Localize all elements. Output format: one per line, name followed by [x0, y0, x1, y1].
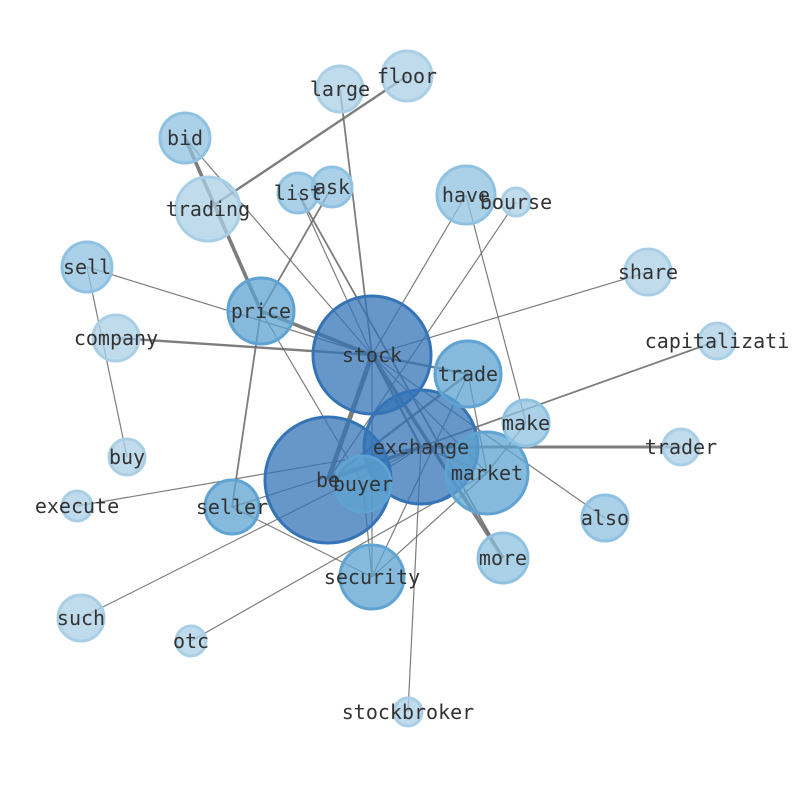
- node-label: more: [479, 546, 527, 570]
- node-label: share: [618, 260, 678, 284]
- node-label: stockbroker: [342, 700, 474, 724]
- node-label: company: [74, 326, 158, 350]
- node-price[interactable]: [226, 276, 296, 346]
- node-label: floor: [377, 64, 437, 88]
- node-label: price: [231, 299, 291, 323]
- node-circle: [476, 531, 530, 585]
- node-such[interactable]: [56, 593, 106, 643]
- node-label: buyer: [333, 472, 393, 496]
- node-label: bid: [167, 126, 203, 150]
- node-capitalizati[interactable]: [697, 321, 737, 361]
- node-label: buy: [109, 445, 145, 469]
- node-label: large: [310, 77, 370, 101]
- node-large[interactable]: [315, 64, 365, 114]
- node-circle: [60, 489, 94, 523]
- node-circle: [174, 175, 242, 243]
- node-label: be: [316, 468, 340, 492]
- node-company[interactable]: [91, 313, 141, 363]
- node-label: trader: [645, 435, 717, 459]
- node-circle: [392, 696, 424, 728]
- node-circle: [697, 321, 737, 361]
- node-ask[interactable]: [310, 165, 354, 209]
- node-label: capitalizati: [645, 329, 790, 353]
- node-circle: [501, 398, 551, 448]
- node-label: bourse: [480, 190, 552, 214]
- node-label: list: [274, 181, 322, 205]
- node-circle: [203, 478, 261, 536]
- node-label: trade: [438, 362, 498, 386]
- node-circle: [333, 454, 393, 514]
- node-circle: [60, 240, 114, 294]
- node-circle: [338, 543, 406, 611]
- node-label: sell: [63, 255, 111, 279]
- node-label: also: [581, 506, 629, 530]
- node-circle: [158, 111, 212, 165]
- node-circle: [107, 437, 147, 477]
- edge-trading-floor: [207, 75, 408, 210]
- node-circle: [315, 64, 365, 114]
- node-bid[interactable]: [158, 111, 212, 165]
- node-stock[interactable]: [311, 294, 433, 416]
- node-circle: [433, 339, 503, 409]
- node-circle: [311, 294, 433, 416]
- node-otc[interactable]: [174, 624, 208, 658]
- node-floor[interactable]: [380, 49, 434, 103]
- node-label: market: [451, 461, 523, 485]
- node-label: such: [57, 606, 105, 630]
- node-sell[interactable]: [60, 240, 114, 294]
- node-label: ask: [314, 175, 350, 199]
- node-label: otc: [173, 629, 209, 653]
- node-label: security: [324, 565, 420, 589]
- node-label: trading: [166, 197, 250, 221]
- edge-buy-sell: [86, 266, 128, 458]
- node-make[interactable]: [501, 398, 551, 448]
- node-circle: [174, 624, 208, 658]
- node-circle: [435, 164, 497, 226]
- node-circle: [500, 186, 532, 218]
- node-circle: [623, 247, 673, 297]
- node-circle: [661, 427, 701, 467]
- node-label: exchange: [373, 435, 469, 459]
- node-circle: [444, 430, 530, 516]
- node-market[interactable]: [444, 430, 530, 516]
- node-circle: [91, 313, 141, 363]
- node-circle: [226, 276, 296, 346]
- node-execute[interactable]: [60, 489, 94, 523]
- node-seller[interactable]: [203, 478, 261, 536]
- node-also[interactable]: [580, 493, 630, 543]
- node-have[interactable]: [435, 164, 497, 226]
- node-circle: [310, 165, 354, 209]
- node-buy[interactable]: [107, 437, 147, 477]
- node-more[interactable]: [476, 531, 530, 585]
- edge-have-make: [465, 194, 527, 424]
- node-trade[interactable]: [433, 339, 503, 409]
- node-label: stock: [342, 343, 402, 367]
- node-label: make: [502, 411, 550, 435]
- node-label: have: [442, 183, 490, 207]
- node-circle: [380, 49, 434, 103]
- node-circle: [580, 493, 630, 543]
- node-label: seller: [196, 495, 268, 519]
- node-label: execute: [35, 494, 119, 518]
- node-security[interactable]: [338, 543, 406, 611]
- node-bourse[interactable]: [500, 186, 532, 218]
- node-trading[interactable]: [174, 175, 242, 243]
- node-share[interactable]: [623, 247, 673, 297]
- node-buyer[interactable]: [333, 454, 393, 514]
- node-stockbroker[interactable]: [392, 696, 424, 728]
- node-circle: [56, 593, 106, 643]
- node-trader[interactable]: [661, 427, 701, 467]
